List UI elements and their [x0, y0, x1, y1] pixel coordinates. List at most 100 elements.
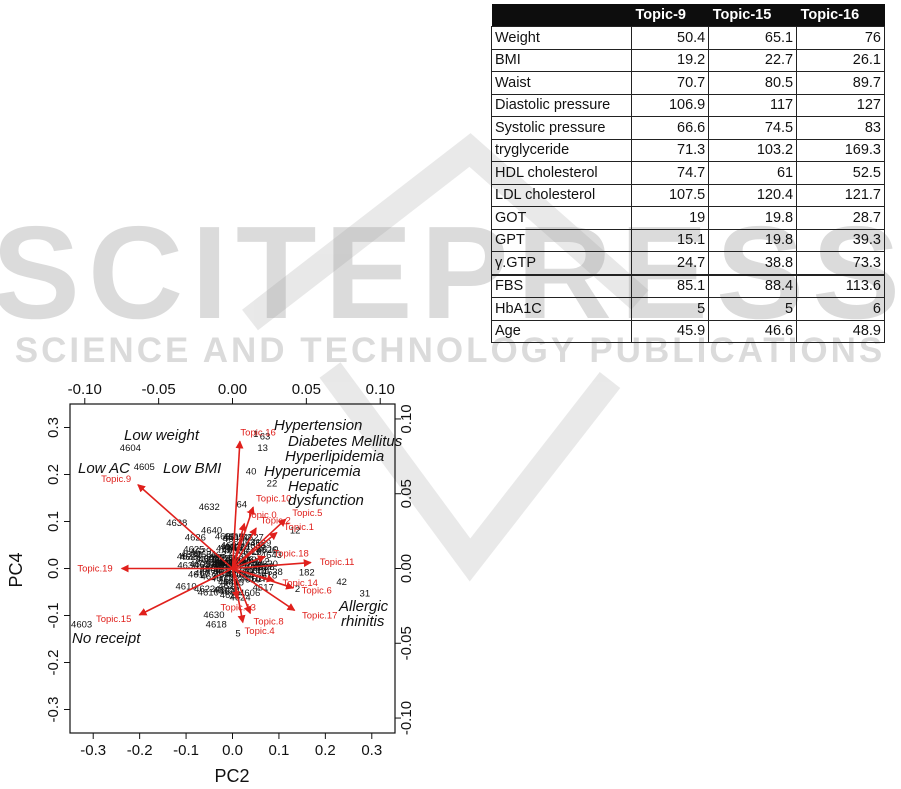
observation-cluster-label: 4624: [218, 581, 239, 592]
annotation-low-weight: Low weight: [124, 427, 200, 444]
observation-cluster-label: 4609: [214, 570, 235, 581]
observation-label: 13: [257, 443, 268, 454]
observation-cluster-label: 4607: [223, 534, 244, 545]
observation-cluster-label: 4606: [239, 588, 260, 599]
observation-cluster-label: 4627: [218, 558, 239, 569]
annotation-low-bmi: Low BMI: [163, 460, 221, 477]
observation-label: 4626: [185, 532, 206, 543]
loading-arrow: [137, 484, 234, 570]
table-cell: 65.1: [708, 26, 798, 50]
table-cell: 5: [630, 297, 710, 321]
observation-cluster-label: 4605: [189, 559, 210, 570]
table-cell: 19: [630, 206, 710, 230]
observation-cluster-label: 4635: [209, 559, 230, 570]
table-cell: 103.2: [708, 138, 798, 162]
observation-label: 4638: [166, 518, 187, 529]
table-cell: 46.6: [708, 319, 798, 343]
table-header-cell: [491, 4, 632, 27]
table-cell: 73.3: [796, 251, 885, 275]
annotation-hypertension: Hypertension: [274, 417, 362, 434]
table-cell: 89.7: [796, 71, 885, 95]
table-row: FBS 85.1 88.4 113.6: [491, 273, 885, 298]
observation-label: 4630: [203, 610, 224, 621]
row-label: HDL cholesterol: [491, 161, 632, 185]
observation-cluster-label: 4629: [250, 538, 271, 549]
topic-statistics-table: Topic-9 Topic-15 Topic-16 Weight 50.4 65.1…: [491, 4, 885, 343]
observation-cluster-label: 4622: [220, 590, 241, 601]
observation-cluster-label: 4628: [203, 560, 224, 571]
annotation-dysfunction: dysfunction: [288, 492, 364, 509]
observation-cluster-label: 4629: [190, 546, 211, 557]
observation-cluster-label: 4616: [240, 558, 261, 569]
table-cell: 48.9: [796, 319, 885, 343]
observation-cluster-label: 4631: [196, 550, 217, 561]
observation-label: 42: [336, 577, 347, 588]
table-cell: 80.5: [708, 71, 798, 95]
observation-cluster-label: 4631: [240, 538, 261, 549]
observation-cluster-label: 4637: [252, 562, 273, 573]
table-row: Age 45.9 46.6 48.9: [491, 319, 885, 343]
observation-cluster-label: 4611: [196, 554, 216, 565]
x-axis-title: PC2: [214, 766, 249, 786]
observation-cluster-label: 4617: [188, 569, 209, 580]
observation-cluster-label: 4644: [212, 558, 233, 569]
observation-cluster-label: 4638: [245, 540, 266, 551]
table-cell: 107.5: [630, 183, 710, 207]
annotation-hyperlipidemia: Hyperlipidemia: [285, 448, 384, 465]
loading-arrow: [231, 568, 252, 615]
observation-cluster-label: 4630: [177, 560, 198, 571]
table-cell: 61: [708, 161, 798, 185]
axes-ticks-layer: -0.3 -0.2 -0.1 0.0 0.1 0.2 0.3-0.3-0.2-0.10.00…: [45, 381, 415, 759]
table-header-row: Topic-9 Topic-15 Topic-16: [491, 4, 885, 27]
x-tick-label: 0.3: [361, 742, 382, 759]
table-cell: 19.8: [708, 206, 798, 230]
row-label: tryglyceride: [491, 138, 632, 162]
observation-cluster-label: 4634: [201, 572, 222, 583]
observation-label: 5: [235, 629, 240, 640]
table-row: BMI 19.2 22.7 26.1: [491, 48, 885, 72]
loading-label: Topic.2: [261, 515, 291, 526]
table-header-cell: Topic-15: [708, 4, 797, 27]
x-tick-label: -0.1: [173, 742, 199, 759]
right-tick-label: 0.00: [398, 554, 415, 583]
observation-cluster-label: 4626: [256, 545, 277, 556]
annotation-rhinitis: rhinitis: [341, 613, 385, 630]
table-cell: 85.1: [630, 273, 710, 298]
table-cell: 52.5: [796, 161, 885, 185]
observation-cluster-label: 4618: [244, 573, 265, 584]
observation-label: 12: [290, 525, 301, 536]
table-row: Waist 70.7 80.5 89.7: [491, 71, 885, 95]
table-cell: 39.3: [796, 228, 885, 252]
table-row: Systolic pressure 66.6 74.5 83: [491, 116, 885, 140]
observation-cluster-label: 4624: [198, 554, 219, 565]
observation-cluster-label: 4618: [214, 565, 235, 576]
x-tick-label: -0.2: [127, 742, 153, 759]
table-cell: 15.1: [630, 228, 710, 252]
top-tick-label: -0.05: [142, 381, 176, 398]
observation-cluster-label: 4615: [223, 577, 244, 588]
table-cell: 26.1: [796, 48, 885, 72]
table-row: GPT 15.1 19.8 39.3: [491, 228, 885, 252]
observation-label: 22: [267, 478, 278, 489]
loading-label: Topic.17: [302, 610, 337, 621]
table-row: tryglyceride 71.3 103.2 169.3: [491, 138, 885, 162]
top-tick-label: 0.05: [292, 381, 321, 398]
loading-label: Topic.8: [254, 617, 284, 628]
observation-cluster-label: 4643: [261, 550, 282, 561]
loading-label: Topic.13: [221, 602, 256, 613]
observation-label: 64: [236, 499, 247, 510]
annotation-low-ac: Low AC: [78, 460, 130, 477]
top-tick-label: -0.10: [68, 381, 102, 398]
table-row: GOT 19 19.8 28.7: [491, 206, 885, 230]
row-label: GPT: [491, 228, 632, 252]
observations-layer: 4605462246264635462246074607464346434624…: [71, 429, 370, 640]
loading-arrow: [232, 555, 266, 570]
loading-label: Topic.14: [283, 578, 318, 589]
observation-cluster-label: 4601: [226, 569, 247, 580]
observation-label: 4640: [201, 525, 222, 536]
observation-label: 4618: [206, 619, 227, 630]
observation-cluster-label: 4643: [238, 547, 259, 558]
x-tick-label: 0.0: [222, 742, 243, 759]
observation-cluster-label: 4610: [245, 562, 266, 573]
loading-arrow: [231, 531, 278, 570]
